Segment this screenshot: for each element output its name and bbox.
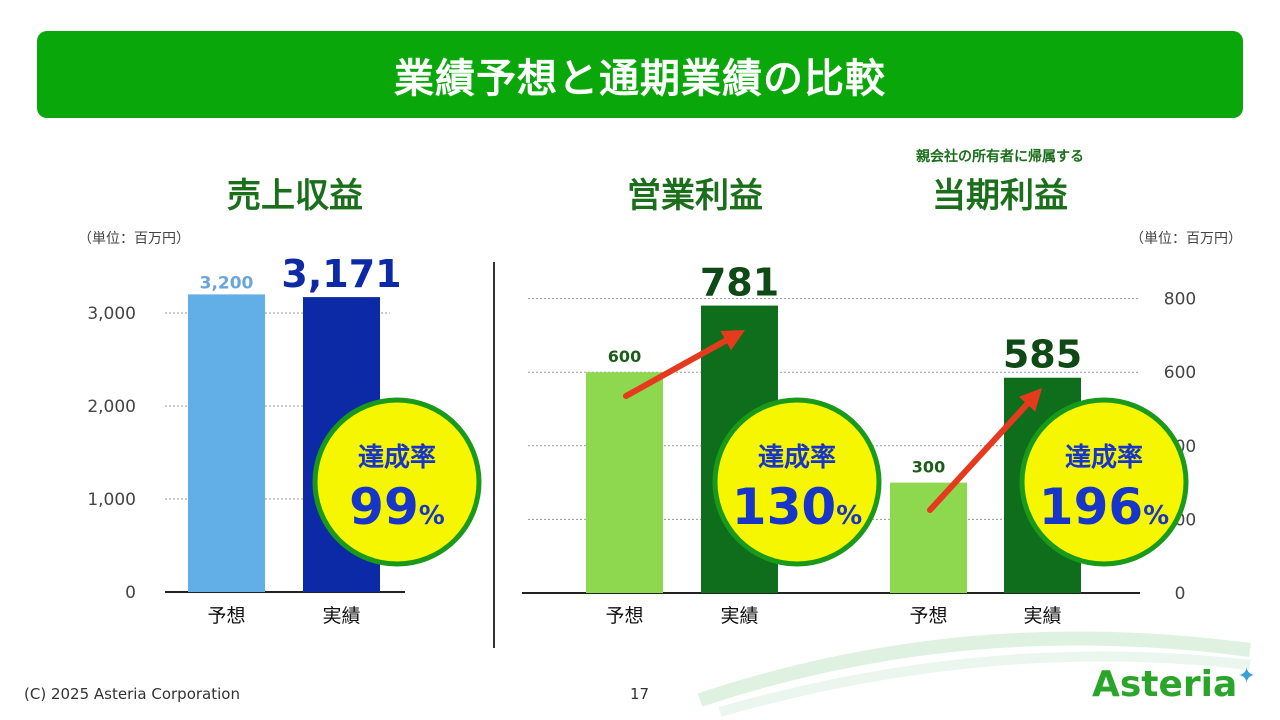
y-tick-label: 1,000 [87, 490, 136, 510]
asteria-logo: Asteria✦ [1092, 664, 1256, 705]
revenue-title: 売上収益 [227, 176, 363, 216]
data-label: 300 [912, 458, 945, 477]
operating-profit-title: 営業利益 [627, 176, 763, 216]
bar-net-profit-forecast [890, 482, 967, 593]
swoosh-band [697, 631, 1251, 707]
page-number: 17 [630, 685, 650, 703]
y-tick-label: 2,000 [87, 397, 136, 417]
swoosh-band [718, 651, 1251, 717]
achievement-badge [1019, 397, 1189, 567]
x-tick-label: 実績 [322, 605, 360, 627]
data-label: 3,171 [281, 252, 401, 296]
x-tick-label: 予想 [207, 605, 245, 627]
badge-label: 達成率 [358, 442, 436, 473]
x-tick-label: 予想 [909, 605, 947, 627]
net-profit-subtitle: 親会社の所有者に帰属する [916, 149, 1084, 165]
y-tick-label: 0 [125, 583, 136, 603]
achievement-badge [712, 397, 882, 567]
sparkle-icon: ✦ [1237, 664, 1256, 689]
growth-arrow-head [1019, 388, 1042, 412]
bar-revenue-forecast [188, 294, 265, 592]
data-label: 600 [608, 347, 641, 366]
bar-operating-profit-forecast [586, 372, 663, 593]
decorative-swoosh [697, 631, 1251, 717]
growth-arrow-shaft [623, 337, 729, 399]
achievement-badge [312, 397, 482, 567]
x-tick-label: 予想 [605, 605, 643, 627]
y-tick-label: 0 [1175, 584, 1186, 604]
growth-arrow-head [720, 330, 745, 351]
unit-label-left: （単位：百万円） [78, 231, 190, 247]
badge-label: 達成率 [1065, 442, 1143, 473]
growth-arrow-shaft [927, 401, 1031, 513]
badge-value: 99% [349, 478, 445, 536]
x-tick-label: 実績 [1023, 605, 1061, 627]
data-label: 781 [700, 261, 779, 305]
badge-value: 130% [732, 478, 862, 536]
x-tick-label: 実績 [720, 605, 758, 627]
badge-label: 達成率 [758, 442, 836, 473]
unit-label-right: （単位：百万円） [1130, 231, 1242, 247]
title-banner: 業績予想と通期業績の比較 [37, 31, 1243, 118]
y-tick-label: 600 [1164, 363, 1196, 383]
net-profit-title: 当期利益 [932, 176, 1068, 216]
badge-value: 196% [1039, 478, 1169, 536]
copyright-text: (C) 2025 Asteria Corporation [24, 685, 240, 703]
y-tick-label: 800 [1164, 290, 1196, 310]
data-label: 3,200 [200, 273, 254, 293]
data-label: 585 [1003, 333, 1082, 377]
slide-title: 業績予想と通期業績の比較 [394, 55, 886, 102]
y-tick-label: 3,000 [87, 304, 136, 324]
